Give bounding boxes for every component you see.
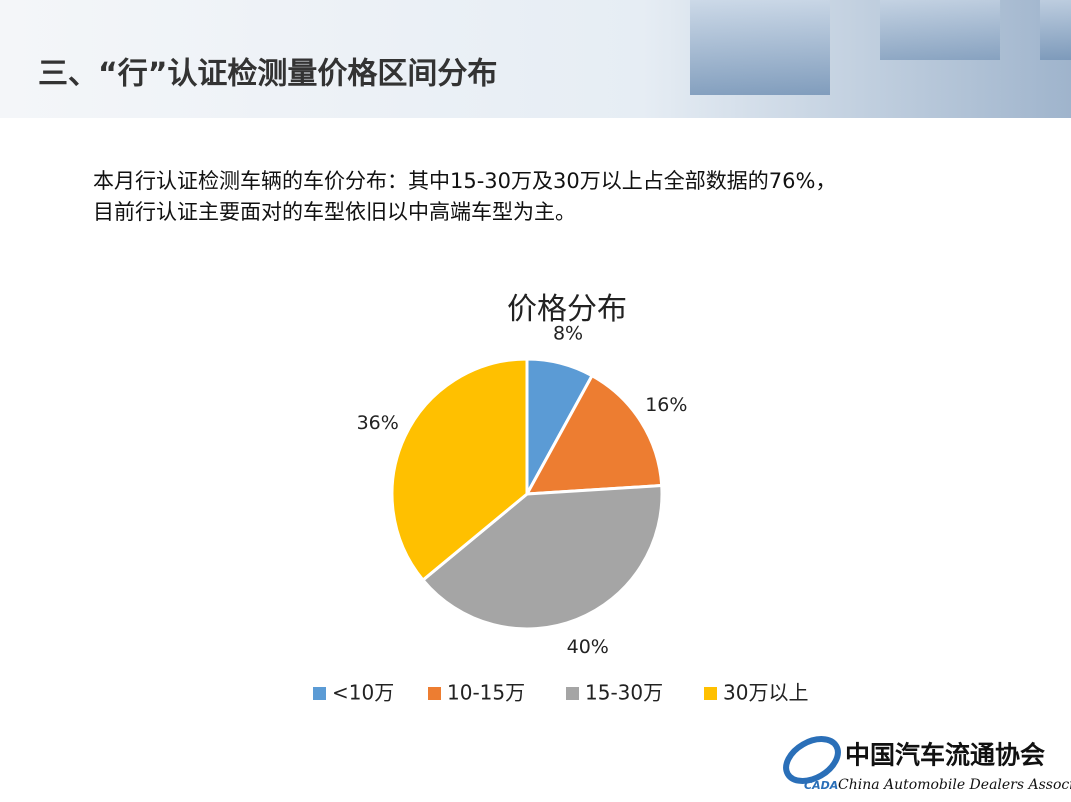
data-label: 16%: [645, 394, 687, 416]
logo-abbr: CADA: [804, 779, 838, 792]
legend-label: 30万以上: [723, 681, 808, 705]
legend-swatch: [313, 687, 326, 700]
logo: CADA 中国汽车流通协会 China Automobile Dealers A…: [783, 736, 1071, 793]
legend-label: <10万: [332, 681, 394, 705]
logo-mark: [783, 736, 841, 784]
legend-label: 10-15万: [447, 681, 525, 705]
pie-slice: [524, 373, 664, 496]
legend-label: 15-30万: [585, 681, 663, 705]
logo-english: China Automobile Dealers Association: [838, 777, 1071, 793]
legend-swatch: [704, 687, 717, 700]
data-label: 8%: [553, 323, 583, 345]
logo-name: 中国汽车流通协会: [845, 741, 1045, 770]
pie: 8% 16% 40% 36%: [357, 323, 688, 658]
pie-slice: [420, 483, 664, 631]
header-decoration: [690, 0, 830, 95]
legend-swatch: [566, 687, 579, 700]
data-label: 40%: [567, 636, 609, 658]
legend: <10万 10-15万 15-30万 30万以上: [313, 681, 808, 705]
legend-swatch: [428, 687, 441, 700]
header-decoration: [1040, 0, 1071, 60]
body-text: 目前行认证主要面对的车型依旧以中高端车型为主。: [93, 200, 576, 224]
chart-title: 价格分布: [507, 292, 627, 327]
slide-title: 三、“行”认证检测量价格区间分布: [38, 57, 497, 92]
pie-slice: [390, 357, 529, 583]
body-text: 本月行认证检测车辆的车价分布：其中15-30万及30万以上占全部数据的76%，: [93, 169, 836, 193]
header-decoration: [880, 0, 1000, 60]
data-label: 36%: [357, 412, 399, 434]
